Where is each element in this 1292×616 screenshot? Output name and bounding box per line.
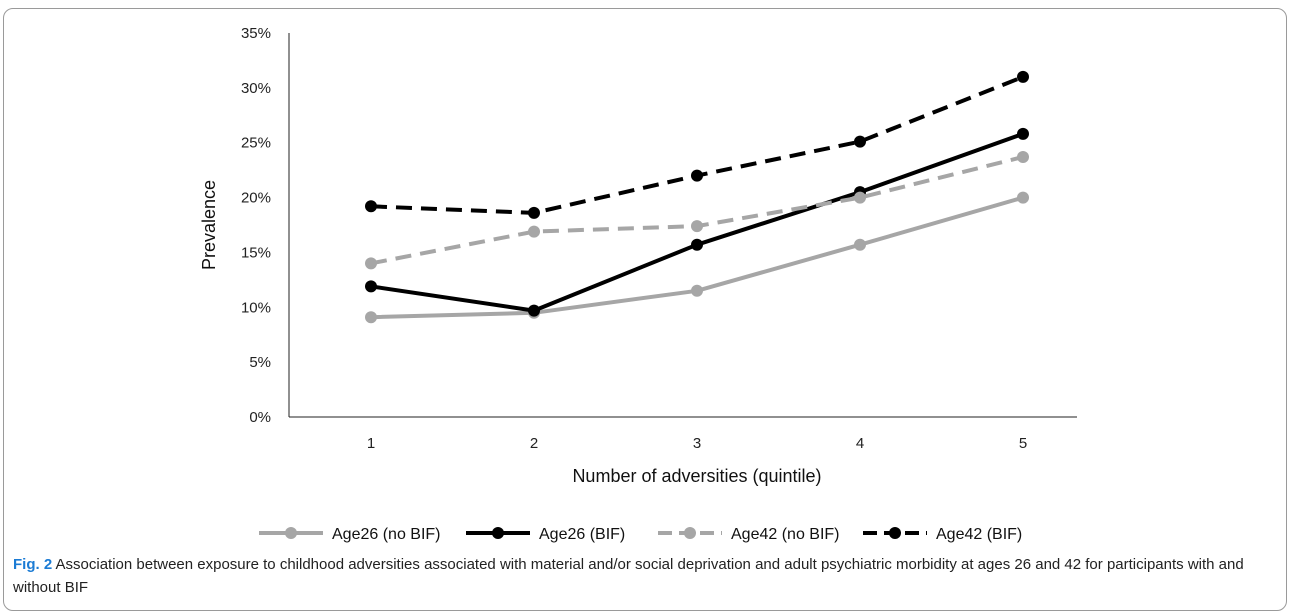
y-tick-label: 0% xyxy=(249,409,271,426)
data-point xyxy=(1017,70,1029,83)
caption-text: Association between exposure to childhoo… xyxy=(13,556,1244,596)
figure-caption: Fig. 2 Association between exposure to c… xyxy=(13,553,1279,599)
legend-marker-2 xyxy=(492,527,504,539)
data-point xyxy=(528,304,540,317)
data-point xyxy=(365,200,377,213)
y-tick-label: 25% xyxy=(241,135,271,152)
legend-marker-1 xyxy=(285,527,297,539)
x-tick-label: 4 xyxy=(856,435,864,452)
x-tick-label: 1 xyxy=(367,435,375,452)
data-point xyxy=(691,169,703,182)
x-axis-title: Number of adversities (quintile) xyxy=(572,466,821,486)
x-tick-label: 3 xyxy=(693,435,701,452)
legend: Age26 (no BIF) Age26 (BIF) Age42 (no BIF) A… xyxy=(259,526,1022,543)
data-point xyxy=(691,238,703,251)
data-point xyxy=(1017,191,1029,204)
legend-label-3: Age42 (no BIF) xyxy=(731,526,840,543)
y-tick-label: 20% xyxy=(241,190,271,207)
figure-label: Fig. 2 xyxy=(13,556,53,573)
x-tick-label: 2 xyxy=(530,435,538,452)
data-point xyxy=(1017,151,1029,163)
series-lines xyxy=(365,70,1029,324)
x-tick-label: 5 xyxy=(1019,435,1027,452)
data-point xyxy=(854,191,866,204)
data-point xyxy=(691,220,703,233)
data-point xyxy=(365,280,377,293)
y-tick-label: 5% xyxy=(249,354,271,371)
legend-label-4: Age42 (BIF) xyxy=(936,526,1022,543)
y-tick-label: 15% xyxy=(241,244,271,261)
data-point xyxy=(854,135,866,148)
figure-frame xyxy=(3,8,1287,611)
data-point xyxy=(691,284,703,297)
data-point xyxy=(1017,127,1029,140)
legend-marker-3 xyxy=(684,527,696,539)
legend-marker-4 xyxy=(889,527,901,539)
y-tick-label: 35% xyxy=(241,25,271,42)
y-tick-label: 30% xyxy=(241,80,271,97)
legend-label-1: Age26 (no BIF) xyxy=(332,526,441,543)
y-tick-label: 10% xyxy=(241,299,271,316)
y-axis-title: Prevalence xyxy=(199,180,219,270)
legend-label-2: Age26 (BIF) xyxy=(539,526,625,543)
data-point xyxy=(365,257,377,270)
data-point xyxy=(528,225,540,238)
series-line-4 xyxy=(370,75,1024,215)
data-point xyxy=(854,238,866,251)
data-point xyxy=(528,206,540,219)
data-point xyxy=(365,311,377,324)
axes: 0% 5% 10% 15% 20% 25% 30% 35% 1 2 3 4 5 Number of adv… xyxy=(199,25,1077,486)
